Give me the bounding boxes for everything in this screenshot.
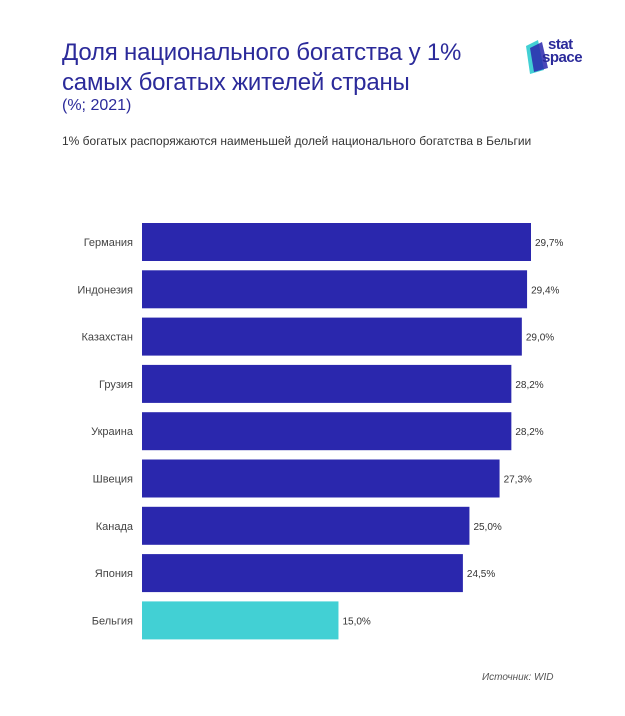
bar (142, 412, 512, 451)
value-label: 28,2% (515, 380, 543, 391)
bar (142, 223, 531, 261)
value-label: 27,3% (504, 475, 532, 486)
value-label: 24,5% (467, 569, 495, 580)
value-label: 28,2% (515, 427, 543, 438)
category-label: Германия (84, 237, 133, 249)
value-label: 25,0% (473, 522, 501, 533)
source-note: Источник: WID (482, 672, 554, 683)
bar (142, 317, 522, 356)
category-label: Украина (91, 426, 134, 438)
category-label: Канада (96, 521, 134, 533)
bar (142, 601, 339, 640)
bar (142, 364, 512, 403)
bar (142, 270, 528, 309)
value-label: 29,0% (526, 333, 554, 344)
bar (142, 506, 470, 545)
chart-note: 1% богатых распоряжаются наименьшей доле… (62, 134, 532, 148)
category-label: Казахстан (81, 332, 133, 344)
value-label: 29,4% (531, 285, 559, 296)
category-label: Бельгия (92, 615, 133, 627)
value-label: 15,0% (342, 616, 370, 627)
value-label: 29,7% (535, 238, 563, 249)
logo-mark-icon (526, 40, 548, 74)
category-label: Япония (95, 568, 133, 580)
bar (142, 554, 463, 593)
statspace-logo: stat space (524, 36, 600, 76)
logo-line-1: stat (548, 36, 573, 53)
bar (142, 459, 500, 498)
category-label: Швеция (93, 474, 133, 486)
logo-text: stat space (542, 36, 583, 66)
category-label: Индонезия (77, 284, 133, 296)
chart-unit: (%; 2021) (62, 97, 132, 114)
chart-title: Доля национального богатства у 1% самых … (62, 39, 462, 96)
logo-line-2: space (542, 49, 583, 66)
category-label: Грузия (99, 379, 133, 391)
